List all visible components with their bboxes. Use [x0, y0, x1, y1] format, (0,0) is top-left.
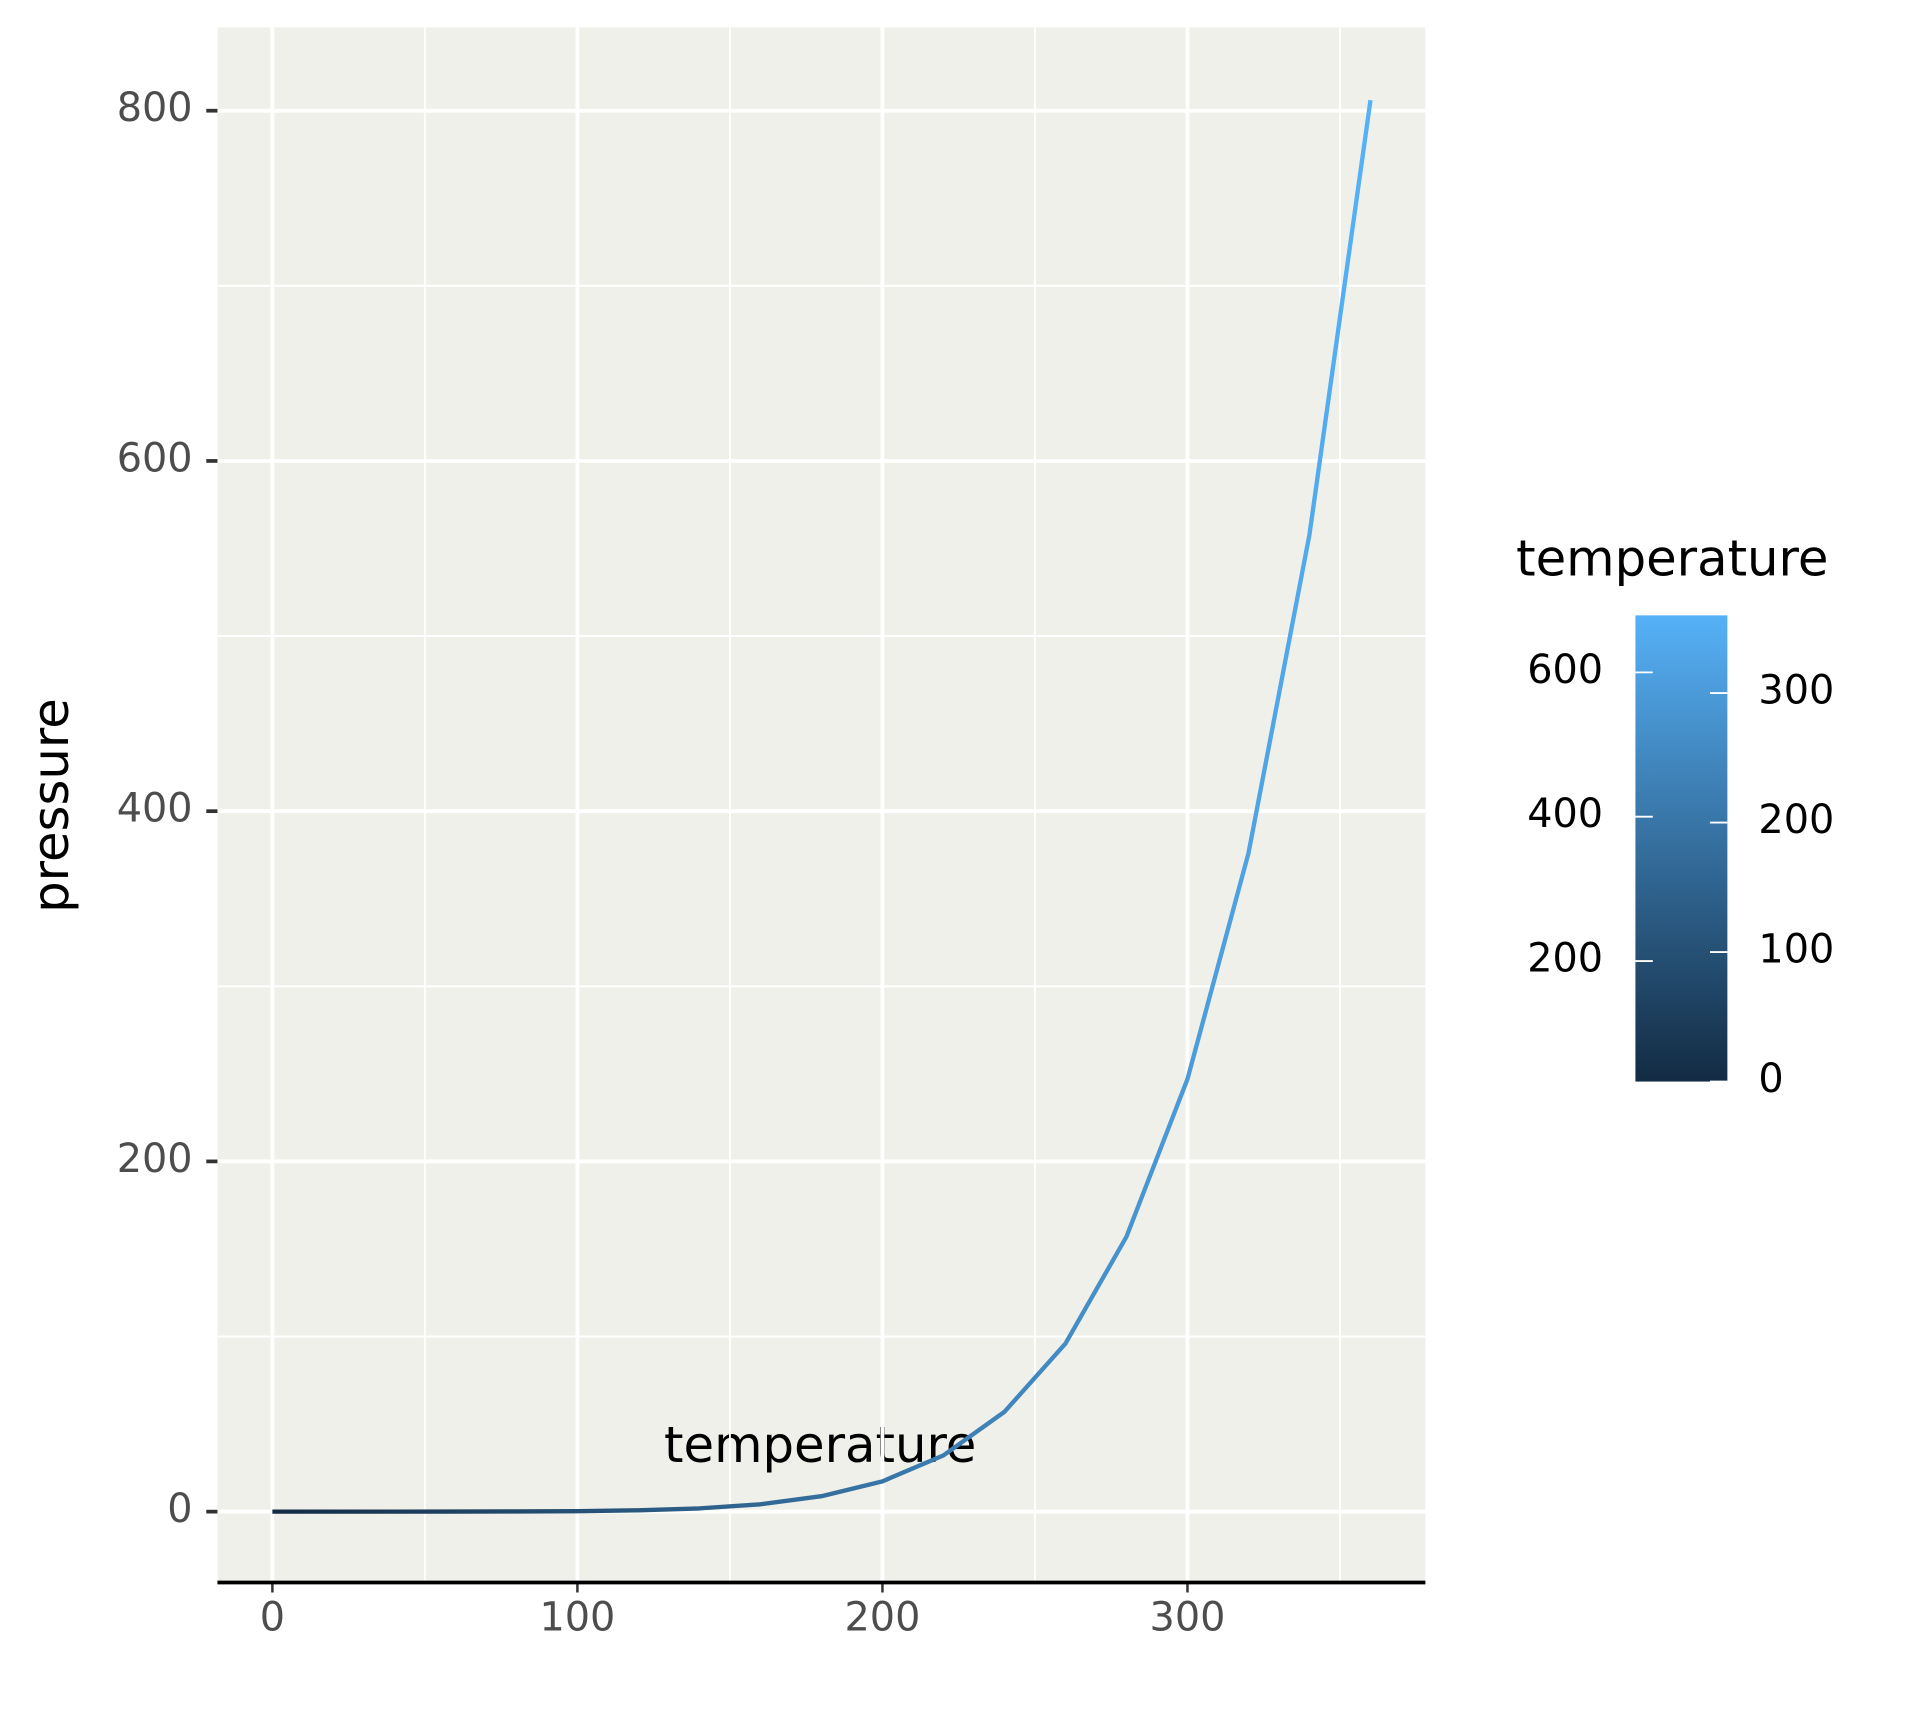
colorbar	[1635, 615, 1728, 1082]
y-axis-title: pressure	[22, 698, 80, 913]
x-tick-label: 200	[844, 1594, 920, 1640]
y-tick-label: 200	[117, 1136, 193, 1182]
colorbar-tick-label: 200	[1758, 797, 1834, 843]
y-tick-label: 800	[117, 85, 193, 131]
x-axis-title: temperature	[664, 1416, 976, 1474]
colorbar-left-tick-label: 600	[1527, 647, 1603, 693]
colorbar-left-tick-label: 200	[1527, 936, 1603, 982]
x-tick-label: 0	[260, 1594, 285, 1640]
colorbar-tick-label: 300	[1758, 668, 1834, 714]
colorbar-left-tick-label: 400	[1527, 791, 1603, 837]
y-tick-label: 600	[117, 435, 193, 481]
y-tick-label: 0	[167, 1486, 192, 1532]
x-tick-label: 300	[1150, 1594, 1226, 1640]
data-line	[272, 99, 1373, 1514]
x-tick-label: 100	[539, 1594, 615, 1640]
panel	[217, 27, 1426, 1583]
legend-title: temperature	[1516, 529, 1828, 587]
colorbar-tick-label: 0	[1758, 1056, 1783, 1102]
y-tick-label: 400	[117, 786, 193, 832]
colorbar-tick-label: 100	[1758, 927, 1834, 973]
